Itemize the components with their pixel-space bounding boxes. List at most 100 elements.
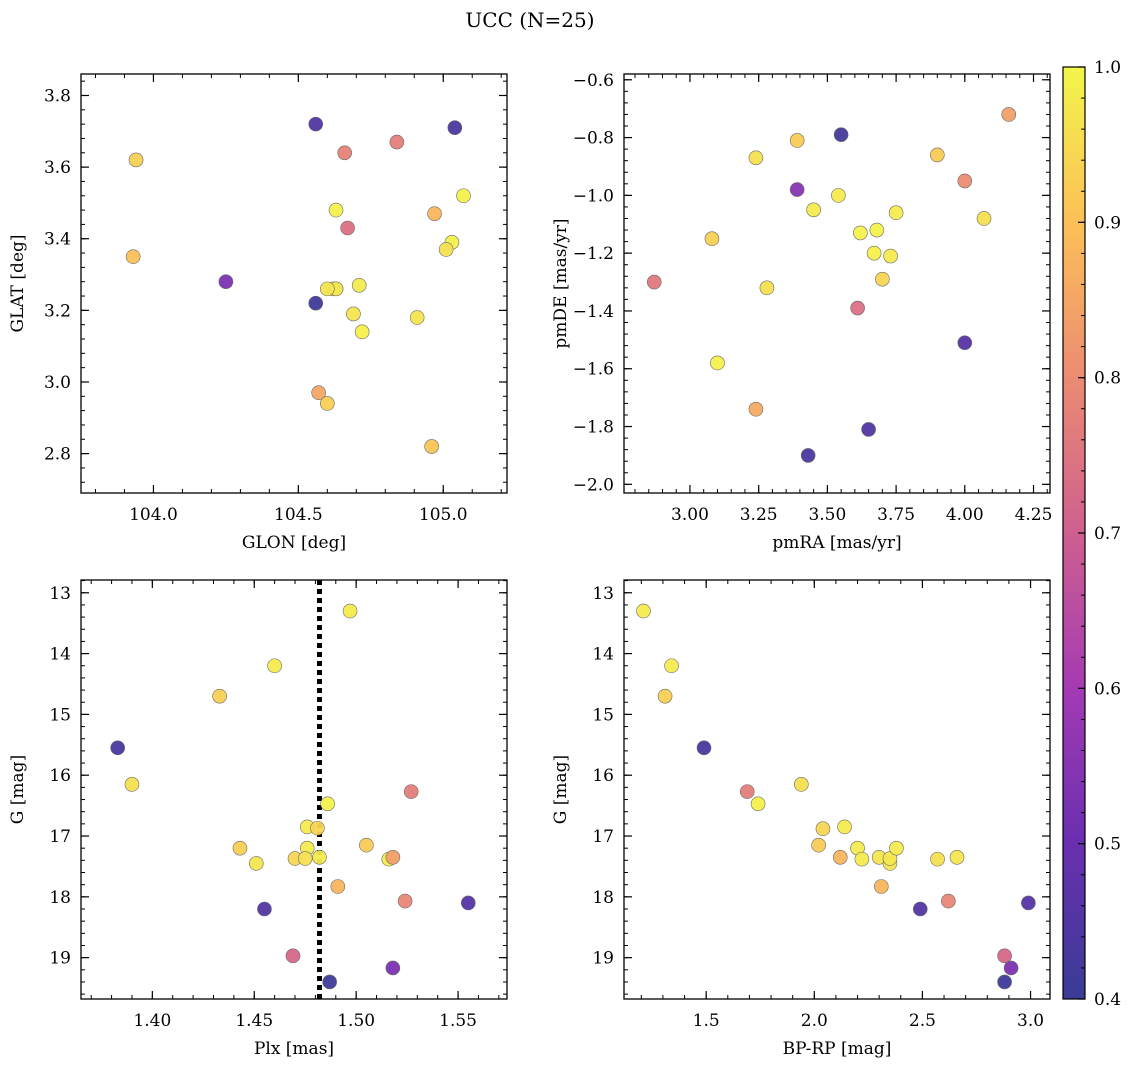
panel-glon-glat: 104.0 104.5 105.0 2.8 3.0 3.2 3.4 3.6 3.8 GLON [d… (8, 73, 508, 553)
y-axis-label: G [mag] (551, 755, 571, 824)
scatter-point (389, 134, 405, 150)
x-axis-label: Plx [mas] (254, 1039, 334, 1059)
y-tick-label: 15 (49, 705, 71, 725)
scatter-point (861, 422, 876, 437)
y-tick-label: 18 (49, 888, 71, 908)
scatter-point (125, 249, 141, 264)
scatter-point (248, 856, 264, 871)
x-axis-label: BP-RP [mag] (783, 1039, 892, 1059)
axes-frame (623, 73, 1051, 494)
colorbar-tick-label: 0.4 (1094, 990, 1121, 1010)
scatter-point (212, 688, 227, 704)
x-tick-label: 104.5 (274, 505, 323, 525)
y-tick-label: 3.2 (44, 301, 71, 321)
colorbar-tick-label: 0.9 (1094, 213, 1121, 233)
scatter-point (110, 740, 125, 756)
scatter-point (330, 879, 346, 894)
scatter-point (750, 796, 766, 812)
y-tick-label: 14 (49, 645, 71, 665)
colorbar: 0.4 0.5 0.6 0.7 0.8 0.9 1.0 (1062, 58, 1121, 1010)
x-tick-label: 1.50 (337, 1011, 375, 1031)
scatter-point (385, 850, 401, 865)
scatter-point (806, 202, 821, 218)
scatter-point (833, 127, 849, 142)
scatter-point (257, 901, 272, 917)
y-tick-label: 3.0 (44, 373, 71, 393)
y-tick-label: 3.8 (44, 86, 71, 106)
y-tick-label: 3.4 (44, 230, 71, 250)
x-tick-label: 3.0 (1017, 1011, 1044, 1031)
scatter-point (957, 173, 973, 189)
scatter-point (312, 850, 327, 865)
y-tick-label: −1.0 (573, 186, 614, 206)
scatter-point (320, 796, 335, 812)
scatter-point (854, 851, 870, 867)
scatter-points (646, 107, 1017, 463)
scatter-point (789, 133, 805, 148)
scatter-point (346, 306, 361, 322)
scatter-point (739, 784, 755, 799)
colorbar-tick-label: 1.0 (1094, 58, 1121, 78)
scatter-point (815, 821, 831, 837)
scatter-point (646, 274, 662, 290)
scatter-point (460, 895, 476, 911)
scatter-point (837, 819, 852, 835)
scatter-point (311, 385, 326, 401)
scatter-point (941, 893, 956, 909)
y-tick-label: 13 (49, 584, 71, 604)
y-tick-label: 2.8 (44, 445, 71, 465)
scatter-point (297, 851, 313, 866)
scatter-point (285, 948, 301, 964)
scatter-point (930, 851, 945, 867)
y-tick-label: −0.8 (573, 129, 614, 149)
y-tick-label: 16 (49, 766, 71, 786)
scatter-point (853, 225, 868, 241)
scatter-point (794, 777, 809, 792)
axes-frame (623, 579, 1051, 1000)
scatter-point (636, 603, 651, 619)
y-tick-label: 17 (49, 827, 71, 847)
scatter-point (308, 116, 324, 132)
y-tick-label: −1.6 (573, 360, 614, 380)
scatter-point (949, 850, 965, 865)
panel-cmd: 1.5 2.0 2.5 3.0 13 14 15 16 17 18 19 BP-RP [mag] G [… (551, 579, 1051, 1059)
scatter-point (759, 280, 775, 296)
x-tick-label: 2.5 (909, 1011, 936, 1031)
y-axis-label: G [mag] (8, 755, 28, 824)
scatter-point (385, 960, 401, 976)
scatter-points (110, 603, 476, 990)
x-tick-label: 3.50 (808, 505, 846, 525)
y-axis-label: pmDE [mas/yr] (551, 218, 571, 348)
scatter-point (1001, 107, 1017, 122)
y-tick-label: −0.6 (573, 71, 614, 91)
scatter-point (1003, 960, 1019, 976)
scatter-point (875, 271, 890, 287)
scatter-point (322, 974, 337, 990)
x-tick-label: 4.25 (1015, 505, 1053, 525)
scatter-point (310, 820, 325, 836)
y-tick-label: 17 (592, 827, 614, 847)
scatter-point (748, 401, 764, 417)
x-axis-label: pmRA [mas/yr] (772, 533, 901, 553)
scatter-point (328, 202, 344, 218)
scatter-point (710, 355, 725, 371)
scatter-point (748, 150, 764, 166)
colorbar-tick-label: 0.8 (1094, 369, 1121, 389)
panel-pm: 3.00 3.25 3.50 3.75 4.00 4.25 −2.0 −1.8 −1.6 −1.4… (551, 71, 1052, 553)
x-tick-label: 4.00 (946, 505, 984, 525)
y-tick-label: 13 (592, 584, 614, 604)
scatter-point (456, 188, 471, 204)
scatter-point (308, 295, 324, 311)
scatter-point (930, 147, 945, 163)
x-tick-label: 104.0 (129, 505, 178, 525)
axes-frame (80, 579, 508, 1000)
scatter-points (636, 603, 1036, 990)
scatter-point (340, 220, 355, 236)
colorbar-tick-label: 0.7 (1094, 524, 1121, 544)
scatter-point (1021, 895, 1036, 911)
scatter-point (832, 850, 848, 865)
figure-title: UCC (N=25) (465, 8, 594, 32)
scatter-point (320, 396, 335, 411)
x-tick-label: 1.55 (439, 1011, 477, 1031)
